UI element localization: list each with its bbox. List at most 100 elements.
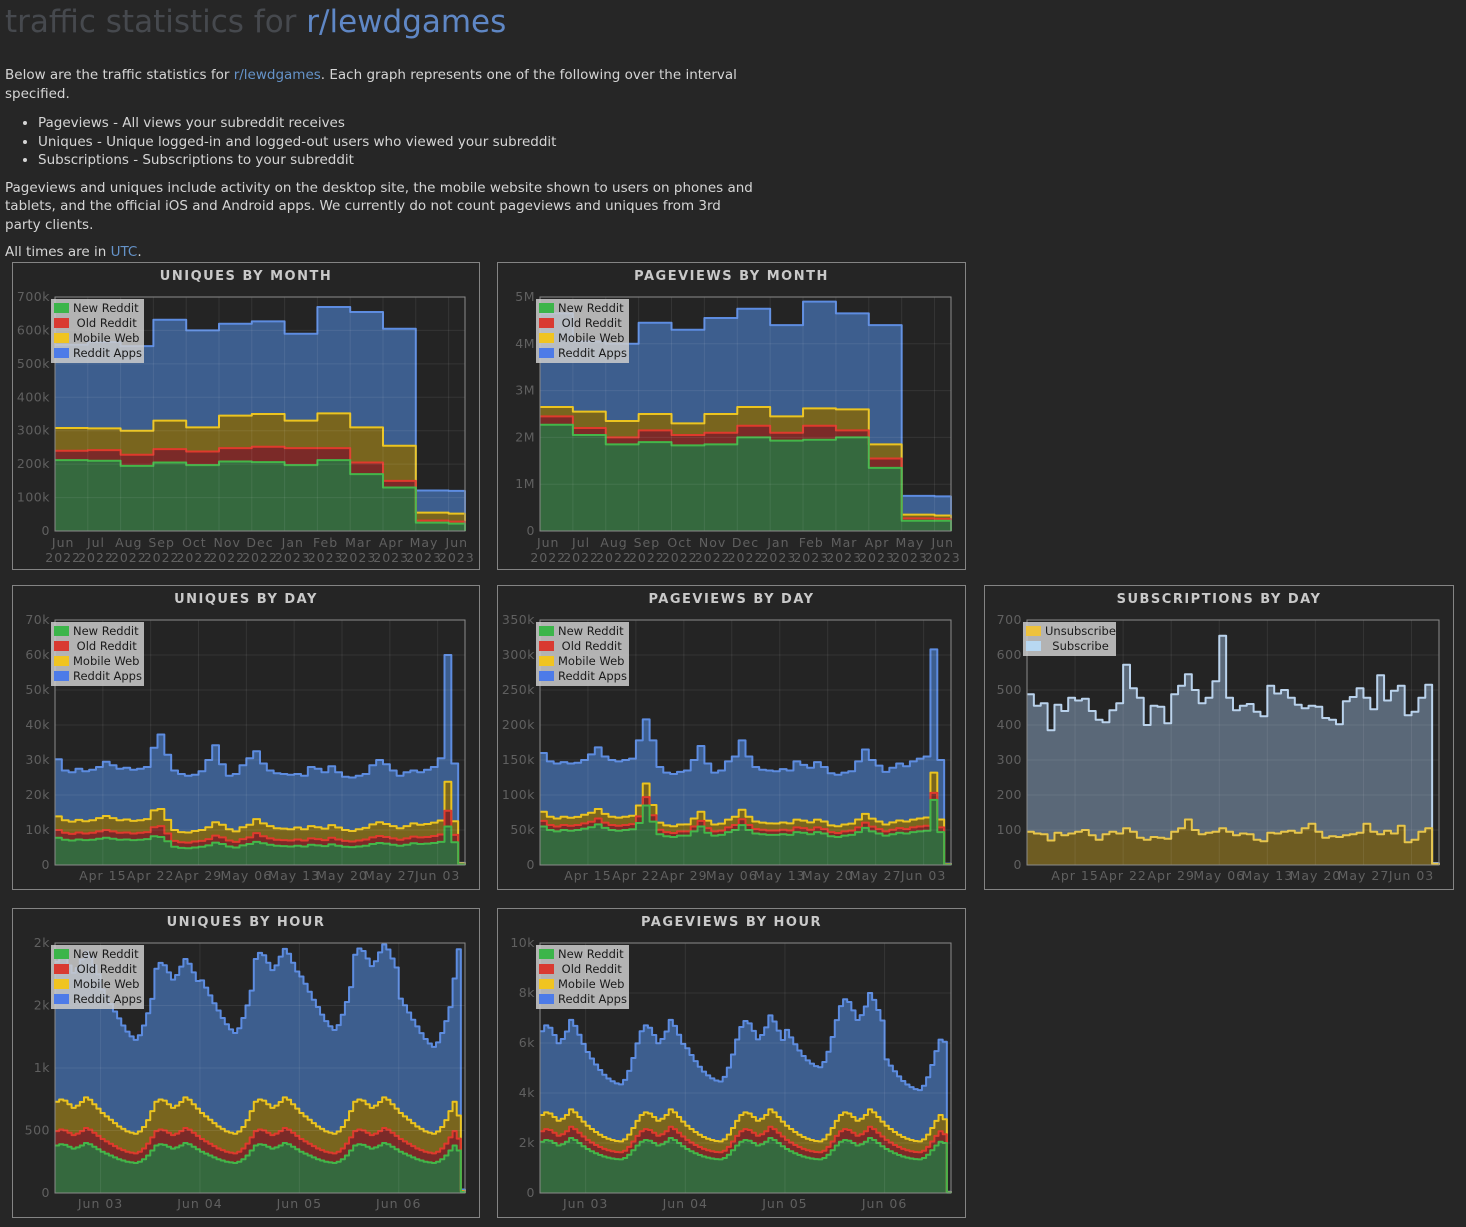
svg-text:May: May xyxy=(410,535,439,550)
chart-legend: New Reddit Old Reddit Mobile Web Reddit Ap… xyxy=(51,622,144,686)
svg-text:400k: 400k xyxy=(17,389,50,404)
svg-text:2023: 2023 xyxy=(925,550,961,565)
svg-text:0: 0 xyxy=(527,523,535,538)
legend-item-reddit-apps: Reddit Apps xyxy=(54,992,144,1007)
legend-item-reddit-apps: Reddit Apps xyxy=(539,669,629,684)
svg-text:May 27: May 27 xyxy=(1338,868,1390,883)
chart-canvas-pageviews-by-hour: 0 2k 4k 6k 8k 10k Jun 03 Jun 04 Jun 05 Jun 06 xyxy=(510,935,952,1211)
svg-text:Apr 22: Apr 22 xyxy=(127,868,175,883)
svg-text:Jul: Jul xyxy=(571,535,590,550)
subreddit-link[interactable]: r/lewdgames xyxy=(233,67,321,83)
page-title: traffic statistics for r/lewdgames xyxy=(0,0,1466,40)
svg-text:10k: 10k xyxy=(25,822,50,837)
legend-label: New Reddit xyxy=(73,947,139,961)
legend-label: New Reddit xyxy=(558,301,624,315)
timezone-note: All times are in UTC. xyxy=(5,243,1466,262)
svg-text:Nov: Nov xyxy=(213,535,240,550)
intro-text-before: Below are the traffic statistics for xyxy=(5,67,234,83)
svg-text:0: 0 xyxy=(42,1185,50,1200)
utc-link[interactable]: UTC xyxy=(110,244,138,260)
chart-legend: Unsubscribe Subscribe xyxy=(1023,622,1116,656)
old-reddit-swatch-icon xyxy=(539,318,554,328)
svg-text:May 06: May 06 xyxy=(220,868,272,883)
new-reddit-swatch-icon xyxy=(539,949,554,959)
svg-text:60k: 60k xyxy=(25,647,50,662)
legend-label: Reddit Apps xyxy=(558,669,627,683)
legend-item-old-reddit: Old Reddit xyxy=(54,639,144,654)
mobile-web-swatch-icon xyxy=(539,333,554,343)
svg-text:2022: 2022 xyxy=(596,550,632,565)
svg-text:Aug: Aug xyxy=(600,535,627,550)
old-reddit-swatch-icon xyxy=(54,641,69,651)
svg-text:100: 100 xyxy=(997,822,1022,837)
svg-text:Apr 22: Apr 22 xyxy=(1099,868,1147,883)
svg-text:Jun 03: Jun 03 xyxy=(900,868,946,883)
svg-text:300k: 300k xyxy=(502,647,535,662)
unsubscribe-swatch-icon xyxy=(1026,626,1041,636)
svg-text:50k: 50k xyxy=(25,682,50,697)
legend-label: Mobile Web xyxy=(558,977,625,991)
old-reddit-swatch-icon xyxy=(54,318,69,328)
legend-label: New Reddit xyxy=(73,624,139,638)
reddit-apps-swatch-icon xyxy=(54,348,69,358)
svg-text:300: 300 xyxy=(997,752,1022,767)
legend-item-new-reddit: New Reddit xyxy=(54,624,144,639)
svg-text:2M: 2M xyxy=(515,429,535,444)
legend-label: New Reddit xyxy=(558,947,624,961)
svg-text:40k: 40k xyxy=(25,717,50,732)
chart-panel-pageviews-by-month: PAGEVIEWS BY MONTH 0 1M 2M 3M 4M 5M Jun 2022 Jul… xyxy=(497,262,966,570)
intro-paragraph: Below are the traffic statistics for r/l… xyxy=(5,66,747,103)
svg-text:200k: 200k xyxy=(17,456,50,471)
svg-text:Jul: Jul xyxy=(86,535,105,550)
legend-item-reddit-apps: Reddit Apps xyxy=(539,992,629,1007)
legend-item-old-reddit: Old Reddit xyxy=(539,316,629,331)
svg-text:Oct: Oct xyxy=(667,535,692,550)
svg-text:May 13: May 13 xyxy=(754,868,806,883)
svg-text:2023: 2023 xyxy=(793,550,829,565)
svg-text:May 27: May 27 xyxy=(364,868,416,883)
chart-title-pageviews-by-month: PAGEVIEWS BY MONTH xyxy=(634,269,829,284)
svg-text:2k: 2k xyxy=(34,935,50,950)
chart-canvas-uniques-by-month: 0100k200k300k400k500k600k700kJun2022Jul2… xyxy=(17,289,474,565)
mobile-web-swatch-icon xyxy=(54,333,69,343)
svg-text:400: 400 xyxy=(997,717,1022,732)
legend-label: Reddit Apps xyxy=(558,992,627,1006)
chart-title-pageviews-by-day: PAGEVIEWS BY DAY xyxy=(648,592,815,607)
old-reddit-swatch-icon xyxy=(54,964,69,974)
legend-label: Mobile Web xyxy=(73,331,140,345)
svg-text:2022: 2022 xyxy=(78,550,114,565)
svg-text:500k: 500k xyxy=(17,356,50,371)
svg-text:Dec: Dec xyxy=(732,535,759,550)
legend-item-reddit-apps: Reddit Apps xyxy=(539,346,629,361)
chart-title-uniques-by-day: UNIQUES BY DAY xyxy=(174,592,318,607)
old-reddit-swatch-icon xyxy=(539,641,554,651)
legend-label: Old Reddit xyxy=(73,639,137,653)
svg-text:150k: 150k xyxy=(502,752,535,767)
svg-text:May 27: May 27 xyxy=(850,868,902,883)
svg-text:Jun: Jun xyxy=(51,535,75,550)
svg-text:Apr 22: Apr 22 xyxy=(612,868,660,883)
svg-text:3M: 3M xyxy=(515,383,535,398)
chart-title-pageviews-by-hour: PAGEVIEWS BY HOUR xyxy=(640,915,823,930)
reddit-apps-swatch-icon xyxy=(54,994,69,1004)
definitions-list: Pageviews - All views your subreddit rec… xyxy=(22,114,1466,170)
svg-text:200k: 200k xyxy=(502,717,535,732)
svg-text:Apr: Apr xyxy=(379,535,404,550)
svg-text:May 20: May 20 xyxy=(1290,868,1342,883)
svg-text:10k: 10k xyxy=(510,935,535,950)
new-reddit-swatch-icon xyxy=(54,949,69,959)
svg-text:2023: 2023 xyxy=(859,550,895,565)
svg-text:2k: 2k xyxy=(34,998,50,1013)
svg-text:2022: 2022 xyxy=(629,550,665,565)
svg-text:Jun 06: Jun 06 xyxy=(861,1196,907,1211)
legend-label: Mobile Web xyxy=(73,977,140,991)
mobile-web-swatch-icon xyxy=(539,656,554,666)
reddit-apps-swatch-icon xyxy=(539,994,554,1004)
svg-text:2023: 2023 xyxy=(275,550,311,565)
svg-text:Jun: Jun xyxy=(536,535,560,550)
svg-text:Dec: Dec xyxy=(246,535,273,550)
svg-text:May 20: May 20 xyxy=(802,868,854,883)
svg-text:May 20: May 20 xyxy=(316,868,368,883)
legend-label: Mobile Web xyxy=(73,654,140,668)
